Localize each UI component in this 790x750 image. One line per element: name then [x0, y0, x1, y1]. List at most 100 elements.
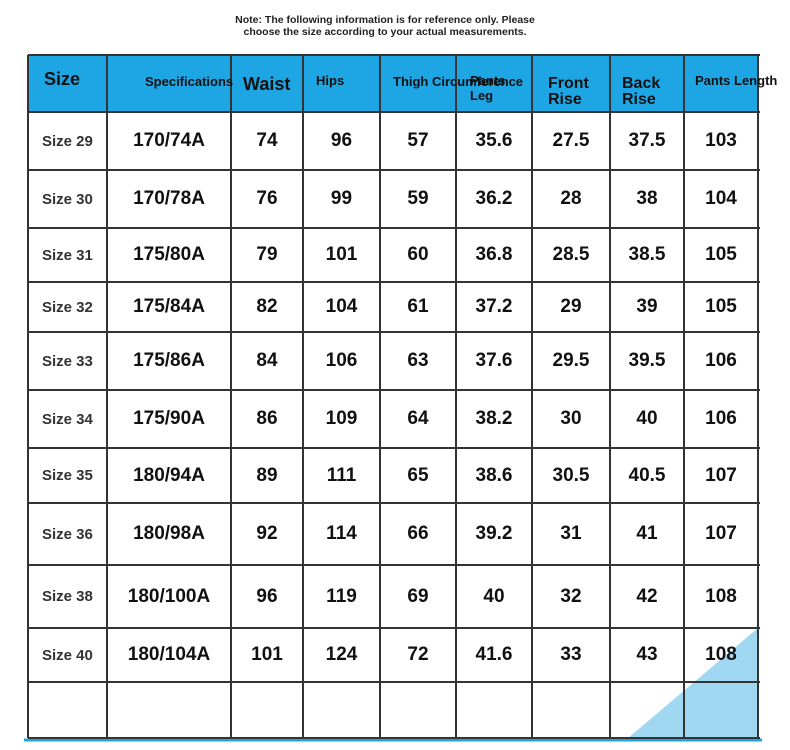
table-cell: 175/84A — [133, 296, 205, 317]
header-background — [28, 55, 758, 112]
row-line — [28, 227, 760, 229]
column-line — [230, 55, 232, 738]
row-line — [28, 389, 760, 391]
table-cell: 40 — [483, 585, 505, 607]
row-line — [28, 111, 760, 113]
column-line — [531, 55, 533, 738]
table-cell: 72 — [407, 644, 429, 665]
table-cell: 57 — [407, 130, 429, 151]
table-cell: 40 — [636, 408, 658, 429]
size-label: Size 38 — [42, 588, 93, 605]
table-cell: 38 — [636, 188, 658, 209]
table-cell: 64 — [407, 408, 429, 429]
size-label: Size 30 — [42, 190, 93, 208]
table-cell: 79 — [256, 244, 278, 265]
table-cell: 106 — [705, 350, 737, 371]
column-line — [455, 55, 457, 738]
table-cell: 108 — [705, 644, 737, 665]
table-cell: 124 — [325, 644, 358, 665]
size-label: Size 33 — [42, 352, 93, 370]
header-cell: Hips — [316, 73, 345, 88]
note-line: Note: The following information is for r… — [235, 14, 535, 26]
table-cell: 37.2 — [475, 296, 513, 317]
table-cell: 60 — [407, 244, 429, 265]
column-line — [683, 55, 685, 738]
table-cell: 104 — [705, 188, 737, 209]
table-cell: 103 — [705, 130, 737, 151]
note-line: choose the size according to your actual… — [243, 26, 527, 38]
table-cell: 38.5 — [628, 244, 666, 265]
row-line — [28, 331, 760, 333]
table-cell: 114 — [326, 523, 357, 544]
table-cell: 175/80A — [133, 244, 205, 265]
table-cell: 63 — [407, 350, 429, 371]
table-cell: 175/90A — [133, 408, 205, 429]
column-line — [106, 55, 108, 738]
table-cell: 105 — [705, 296, 737, 317]
row-line — [28, 502, 760, 504]
size-label: Size 36 — [42, 525, 93, 543]
table-cell: 40.5 — [628, 464, 666, 486]
table-cell: 37.6 — [475, 350, 513, 371]
table-cell: 36.8 — [475, 244, 513, 265]
table-cell: 104 — [325, 296, 358, 317]
table-cell: 65 — [407, 464, 429, 486]
table-cell: 107 — [705, 464, 737, 486]
table-cell: 180/94A — [133, 464, 205, 486]
header-cell: Specifications — [145, 74, 234, 89]
table-cell: 28 — [560, 188, 582, 209]
header-cell: Pants Leg — [470, 73, 506, 103]
header-cell: Size — [44, 69, 81, 89]
table-cell: 43 — [636, 644, 658, 665]
table-cell: 41.6 — [475, 644, 513, 665]
header-cell: Back Rise — [622, 75, 661, 108]
table-cell: 108 — [705, 585, 737, 607]
column-line — [27, 55, 29, 738]
size-label: Size 31 — [42, 246, 93, 264]
table-cell: 106 — [325, 350, 358, 371]
table-cell: 35.6 — [475, 130, 513, 151]
table-cell: 59 — [407, 188, 429, 209]
table-cell: 101 — [251, 644, 283, 665]
table-cell: 96 — [256, 585, 278, 607]
table-cell: 42 — [636, 585, 658, 607]
row-line — [28, 627, 760, 629]
table-cell: 30 — [560, 408, 582, 429]
row-line — [28, 447, 760, 449]
table-cell: 31 — [560, 523, 582, 544]
table-cell: 29.5 — [552, 350, 590, 371]
column-line — [379, 55, 381, 738]
column-line — [609, 55, 611, 738]
table-cell: 106 — [705, 408, 737, 429]
table-cell: 37.5 — [628, 130, 666, 151]
table-cell: 175/86A — [133, 350, 205, 371]
table-cell: 38.6 — [475, 464, 513, 486]
table-cell: 82 — [256, 296, 278, 317]
table-cell: 76 — [256, 188, 278, 209]
header-cell: Thigh Circumference — [393, 74, 524, 89]
table-cell: 61 — [407, 296, 429, 317]
table-cell: 38.2 — [475, 408, 513, 429]
table-cell: 39.2 — [475, 523, 513, 544]
row-line — [28, 737, 760, 739]
table-cell: 36.2 — [475, 188, 513, 209]
size-label: Size 34 — [42, 410, 93, 428]
row-line — [28, 281, 760, 283]
column-line — [757, 55, 759, 738]
table-cell: 105 — [705, 244, 737, 265]
table-cell: 66 — [407, 523, 429, 544]
row-line — [28, 681, 760, 683]
table-cell: 101 — [325, 244, 358, 265]
row-line — [28, 54, 760, 56]
table-cell: 32 — [560, 585, 582, 607]
header-cell: Waist — [243, 74, 291, 94]
column-line — [302, 55, 304, 738]
table-cell: 92 — [256, 523, 278, 544]
table-cell: 99 — [330, 188, 353, 209]
table-cell: 41 — [636, 523, 658, 544]
table-cell: 96 — [330, 130, 353, 151]
size-label: Size 35 — [42, 467, 93, 484]
size-label: Size 29 — [42, 132, 93, 150]
